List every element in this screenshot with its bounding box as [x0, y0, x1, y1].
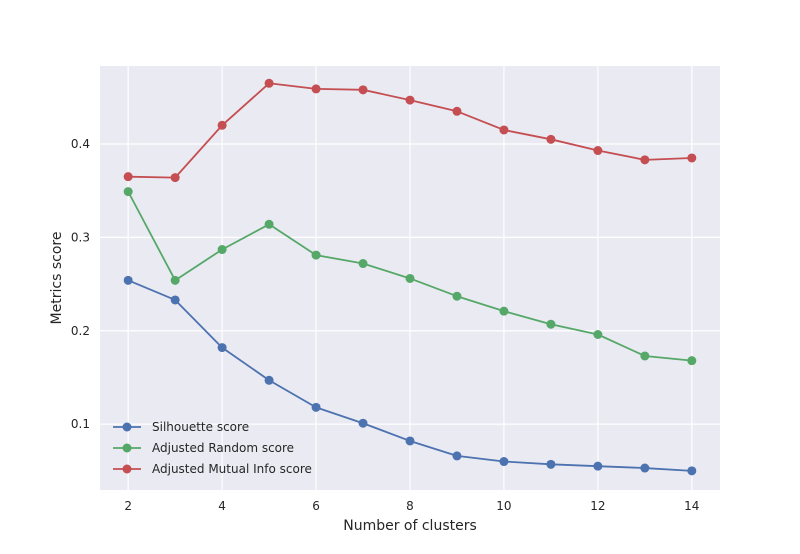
legend-marker [122, 422, 132, 432]
data-point-silhouette-score [123, 275, 133, 285]
data-point-adjusted-random-score [452, 291, 462, 301]
data-point-adjusted-random-score [499, 306, 509, 316]
data-point-silhouette-score [217, 343, 227, 353]
legend: Silhouette score Adjusted Random score Adj… [113, 420, 312, 476]
data-point-silhouette-score [546, 459, 556, 469]
x-axis-label: Number of clusters [343, 518, 477, 534]
data-point-adjusted-mutual-info-score [499, 125, 509, 135]
x-tick-label: 6 [312, 499, 320, 513]
data-point-adjusted-mutual-info-score [405, 95, 415, 105]
y-tick-label: 0.1 [71, 417, 90, 431]
data-point-adjusted-random-score [640, 351, 650, 361]
data-point-silhouette-score [264, 375, 274, 385]
x-axis-ticks: 2 4 6 8 10 12 14 [124, 499, 699, 513]
data-point-adjusted-mutual-info-score [593, 146, 603, 156]
data-point-silhouette-score [358, 418, 368, 428]
data-point-silhouette-score [499, 457, 509, 467]
data-point-silhouette-score [640, 463, 650, 473]
data-point-adjusted-random-score [170, 275, 180, 285]
x-tick-label: 10 [496, 499, 511, 513]
data-point-adjusted-random-score [687, 356, 697, 366]
data-point-adjusted-random-score [123, 187, 133, 197]
data-point-adjusted-mutual-info-score [452, 106, 462, 116]
y-axis-label: Metrics score [49, 232, 65, 325]
legend-label: Silhouette score [152, 420, 249, 434]
data-point-adjusted-mutual-info-score [264, 78, 274, 88]
y-tick-label: 0.4 [71, 137, 90, 151]
y-tick-label: 0.3 [71, 230, 90, 244]
data-point-adjusted-mutual-info-score [217, 120, 227, 130]
data-point-adjusted-random-score [593, 330, 603, 340]
data-point-adjusted-random-score [358, 259, 368, 269]
series-group [123, 78, 697, 476]
data-point-silhouette-score [311, 402, 321, 412]
data-point-adjusted-random-score [217, 245, 227, 255]
data-point-silhouette-score [170, 295, 180, 305]
legend-label: Adjusted Random score [152, 441, 294, 455]
data-point-adjusted-random-score [311, 250, 321, 260]
x-tick-label: 4 [218, 499, 226, 513]
data-point-adjusted-mutual-info-score [640, 155, 650, 165]
y-axis-ticks: 0.1 0.2 0.3 0.4 [71, 137, 90, 431]
data-point-silhouette-score [687, 466, 697, 476]
data-point-adjusted-random-score [546, 319, 556, 329]
legend-marker [122, 443, 132, 453]
data-point-silhouette-score [452, 451, 462, 461]
data-point-adjusted-mutual-info-score [123, 172, 133, 182]
data-point-silhouette-score [593, 461, 603, 471]
legend-label: Adjusted Mutual Info score [152, 462, 312, 476]
legend-marker [122, 464, 132, 474]
data-point-adjusted-mutual-info-score [687, 153, 697, 163]
y-tick-label: 0.2 [71, 324, 90, 338]
data-point-adjusted-random-score [264, 219, 274, 229]
data-point-adjusted-mutual-info-score [358, 85, 368, 95]
x-tick-label: 14 [684, 499, 699, 513]
data-point-silhouette-score [405, 436, 415, 446]
data-point-adjusted-mutual-info-score [170, 173, 180, 183]
data-point-adjusted-mutual-info-score [546, 134, 556, 144]
x-tick-label: 12 [590, 499, 605, 513]
data-point-adjusted-random-score [405, 273, 415, 283]
data-point-adjusted-mutual-info-score [311, 84, 321, 94]
x-tick-label: 8 [406, 499, 414, 513]
x-tick-label: 2 [124, 499, 132, 513]
grid-lines [100, 66, 720, 490]
